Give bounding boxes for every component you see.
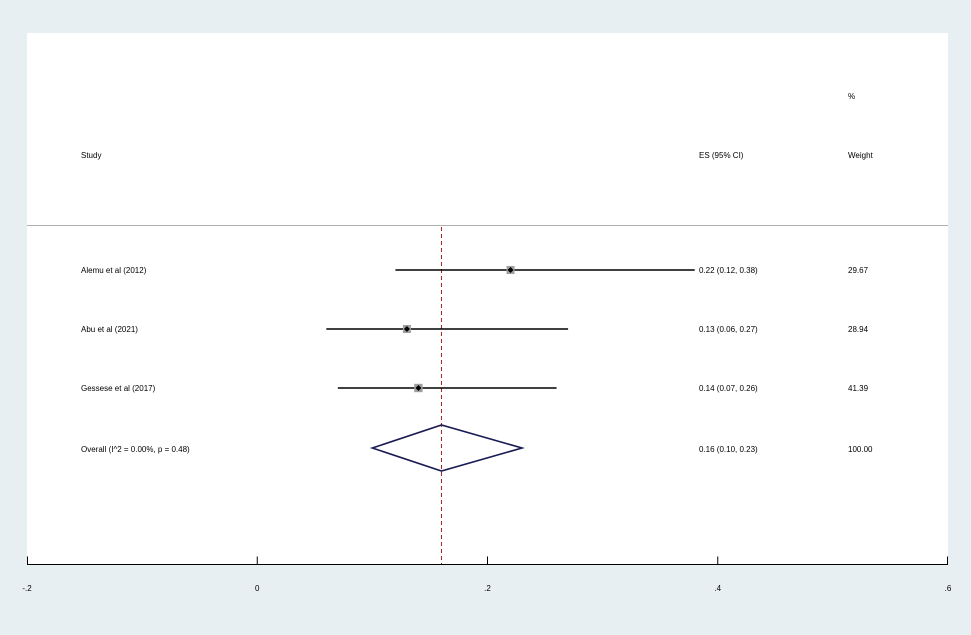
- weight-column-header: Weight: [848, 151, 874, 160]
- x-tick-label: 0: [255, 584, 260, 593]
- forest-plot: % Study ES (95% CI) Weight Alemu et al (…: [27, 92, 948, 565]
- weight-text: 28.94: [848, 325, 869, 334]
- overall-effect-size-text: 0.16 (0.10, 0.23): [699, 445, 758, 454]
- weight-column-header-top: %: [848, 92, 855, 101]
- x-axis: [27, 556, 948, 565]
- point-estimate-marker: [403, 326, 410, 332]
- study-label: Abu et al (2021): [81, 325, 138, 334]
- study-row: Alemu et al (2012) 0.22 (0.12, 0.38) 29.…: [81, 265, 869, 275]
- study-label: Alemu et al (2012): [81, 266, 147, 275]
- x-tick-label: .6: [945, 584, 952, 593]
- weight-text: 41.39: [848, 384, 869, 393]
- forest-plot-panel: % Study ES (95% CI) Weight Alemu et al (…: [27, 33, 948, 565]
- overall-label: Overall (I^2 = 0.00%, p = 0.48): [81, 445, 190, 454]
- effect-size-text: 0.22 (0.12, 0.38): [699, 266, 758, 275]
- x-tick-label: .4: [714, 584, 721, 593]
- overall-weight-text: 100.00: [848, 445, 873, 454]
- point-estimate-marker: [415, 385, 422, 391]
- point-estimate-marker: [507, 267, 514, 273]
- study-column-header: Study: [81, 151, 101, 160]
- study-label: Gessese et al (2017): [81, 384, 156, 393]
- x-tick-label: -.2: [22, 584, 32, 593]
- study-row: Abu et al (2021) 0.13 (0.06, 0.27) 28.94: [81, 324, 869, 334]
- weight-text: 29.67: [848, 266, 869, 275]
- overall-row: Overall (I^2 = 0.00%, p = 0.48) 0.16 (0.…: [81, 424, 873, 472]
- x-tick-label: .2: [484, 584, 491, 593]
- study-row: Gessese et al (2017) 0.14 (0.07, 0.26) 4…: [81, 383, 869, 393]
- es-column-header: ES (95% CI): [699, 151, 744, 160]
- effect-size-text: 0.14 (0.07, 0.26): [699, 384, 758, 393]
- effect-size-text: 0.13 (0.06, 0.27): [699, 325, 758, 334]
- overall-diamond: [369, 424, 525, 472]
